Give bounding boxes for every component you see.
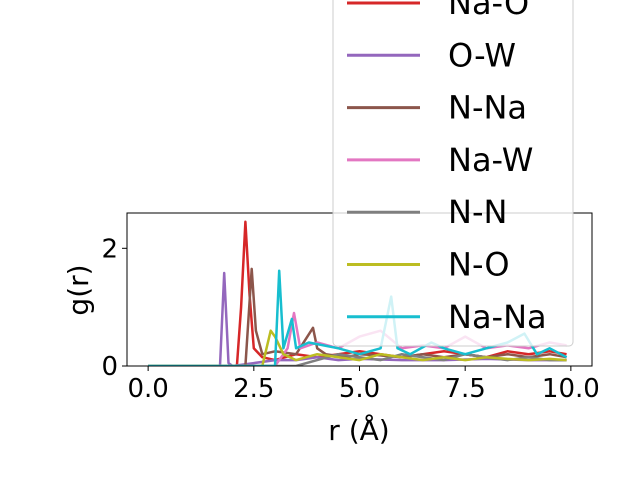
series-line-n-n [148,352,567,366]
legend-label: O-W [448,36,516,74]
legend-label: Na-W [448,141,533,179]
x-tick-label: 5.0 [339,374,380,404]
legend-label: Na-Na [448,298,547,336]
x-tick-label: 10.0 [542,374,600,404]
x-axis-label: r (Å) [328,413,389,447]
series-line-n-o [148,329,567,366]
legend-label: N-Na [448,89,527,127]
x-tick-label: 2.5 [233,374,274,404]
y-tick-label: 0 [101,352,118,382]
series-line-na-o [148,220,567,366]
legend: Na-O O-W N-Na Na-W N-N N-O Na-Na [332,0,574,347]
legend-label: N-O [448,246,510,284]
x-tick-label: 7.5 [445,374,486,404]
y-tick-label: 2 [101,234,118,264]
legend-label: Na-O [448,0,529,22]
x-tick-label: 0.0 [127,374,168,404]
y-axis: 02 [101,234,127,382]
y-axis-label: g(r) [62,264,95,315]
x-axis: 0.0 2.5 5.0 7.5 10.0 [127,366,600,404]
legend-box [332,0,574,347]
legend-label: N-N [448,193,507,231]
